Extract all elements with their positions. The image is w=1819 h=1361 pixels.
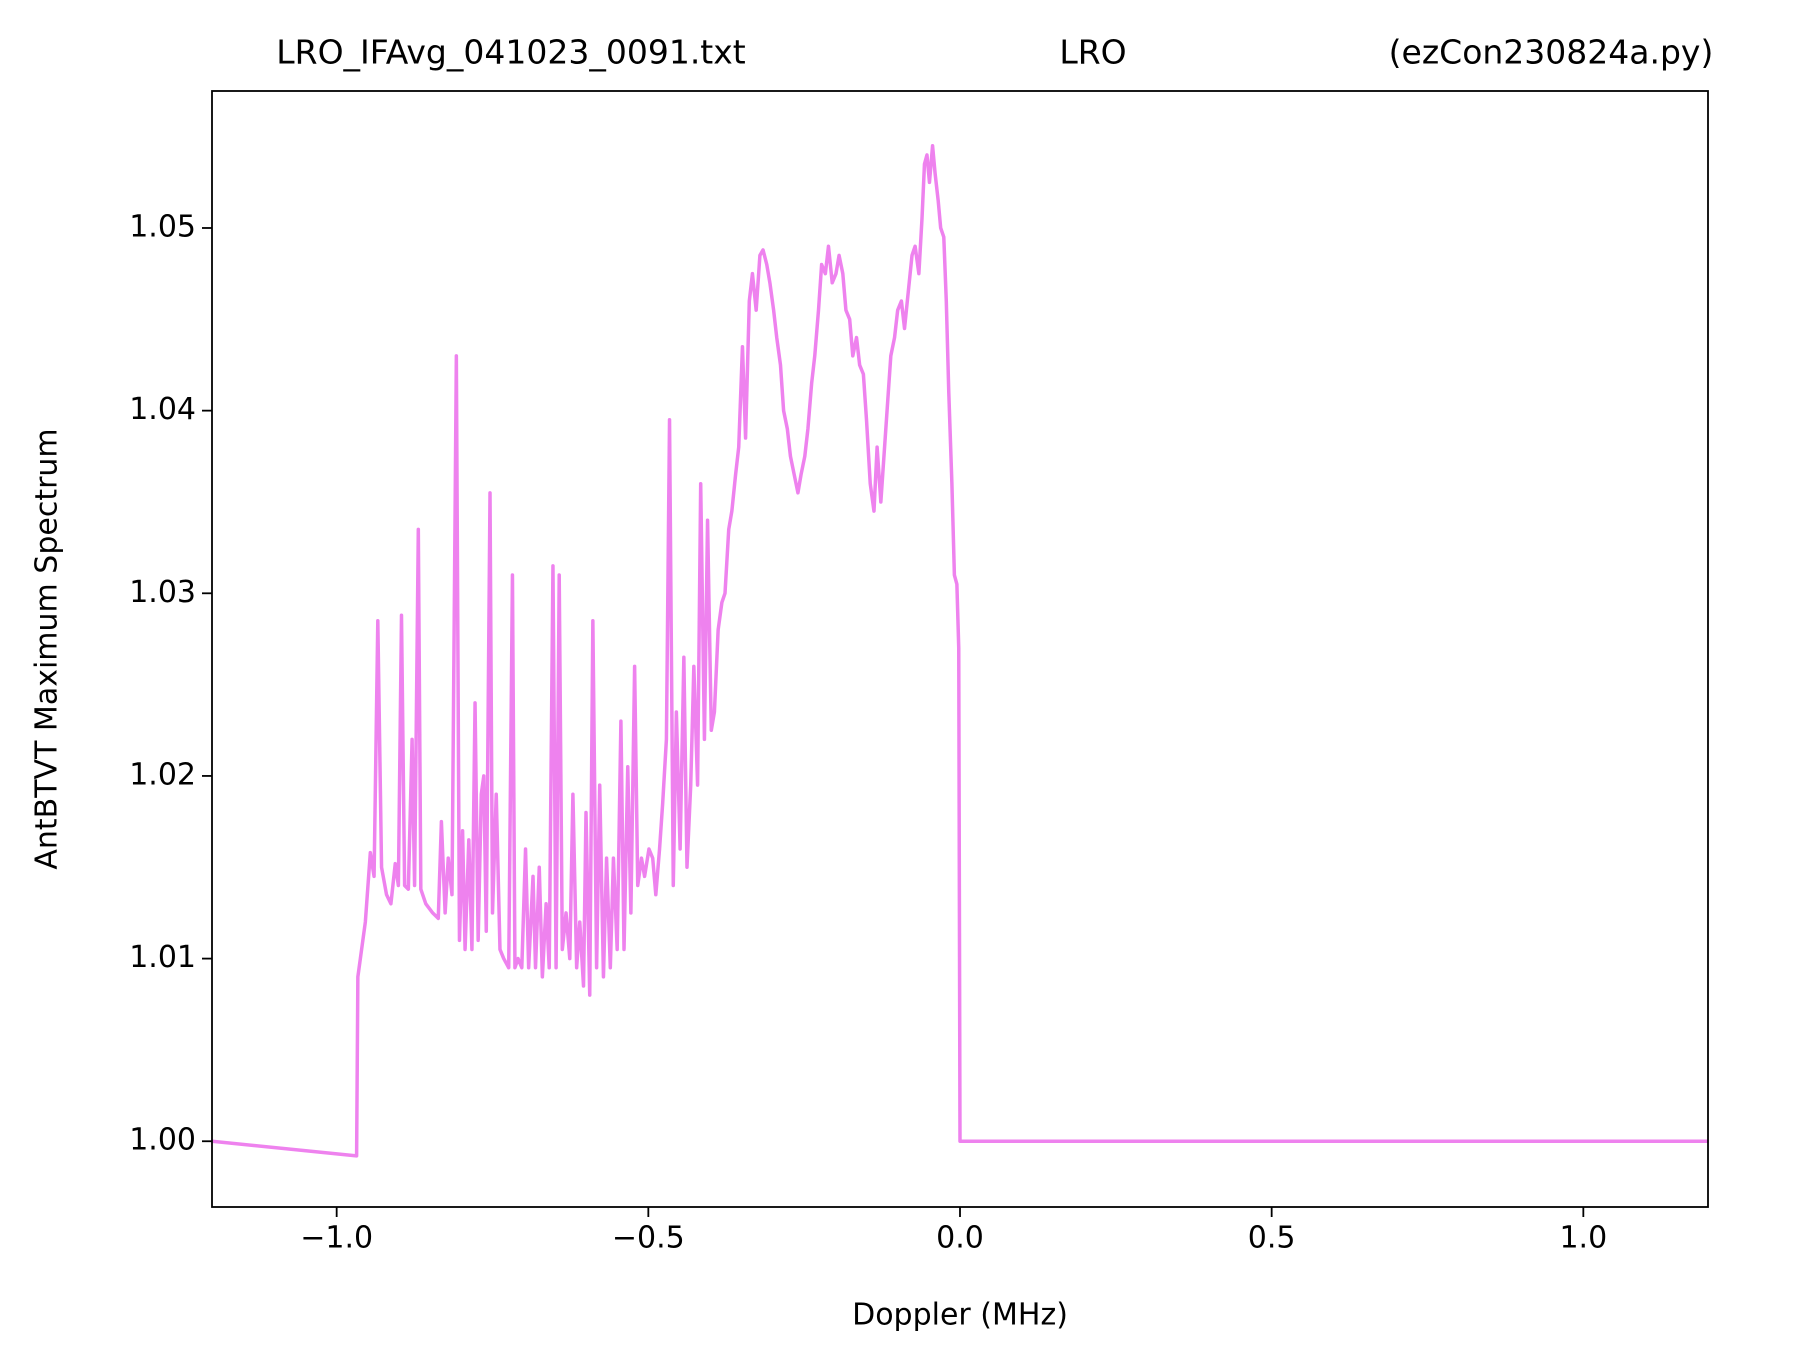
- y-tick-label: 1.05: [129, 209, 196, 244]
- y-tick-label: 1.04: [129, 392, 196, 427]
- x-tick-label: −1.0: [300, 1221, 373, 1256]
- chart-title: (ezCon230824a.py): [1389, 33, 1714, 72]
- y-tick-label: 1.00: [129, 1123, 196, 1158]
- x-tick-label: −0.5: [612, 1221, 685, 1256]
- y-tick-label: 1.01: [129, 940, 196, 975]
- x-tick-label: 0.5: [1248, 1221, 1296, 1256]
- chart-title: LRO: [1059, 33, 1126, 72]
- data-line: [212, 144, 1708, 1158]
- plot-area: [212, 144, 1708, 1158]
- y-tick-label: 1.03: [129, 575, 196, 610]
- x-axis-label: Doppler (MHz): [852, 1298, 1068, 1333]
- y-axis-label: AntBTVT Maximum Spectrum: [30, 428, 65, 869]
- y-tick-label: 1.02: [129, 757, 196, 792]
- chart-title: LRO_IFAvg_041023_0091.txt: [276, 33, 746, 72]
- x-tick-label: 0.0: [936, 1221, 984, 1256]
- x-tick-label: 1.0: [1559, 1221, 1607, 1256]
